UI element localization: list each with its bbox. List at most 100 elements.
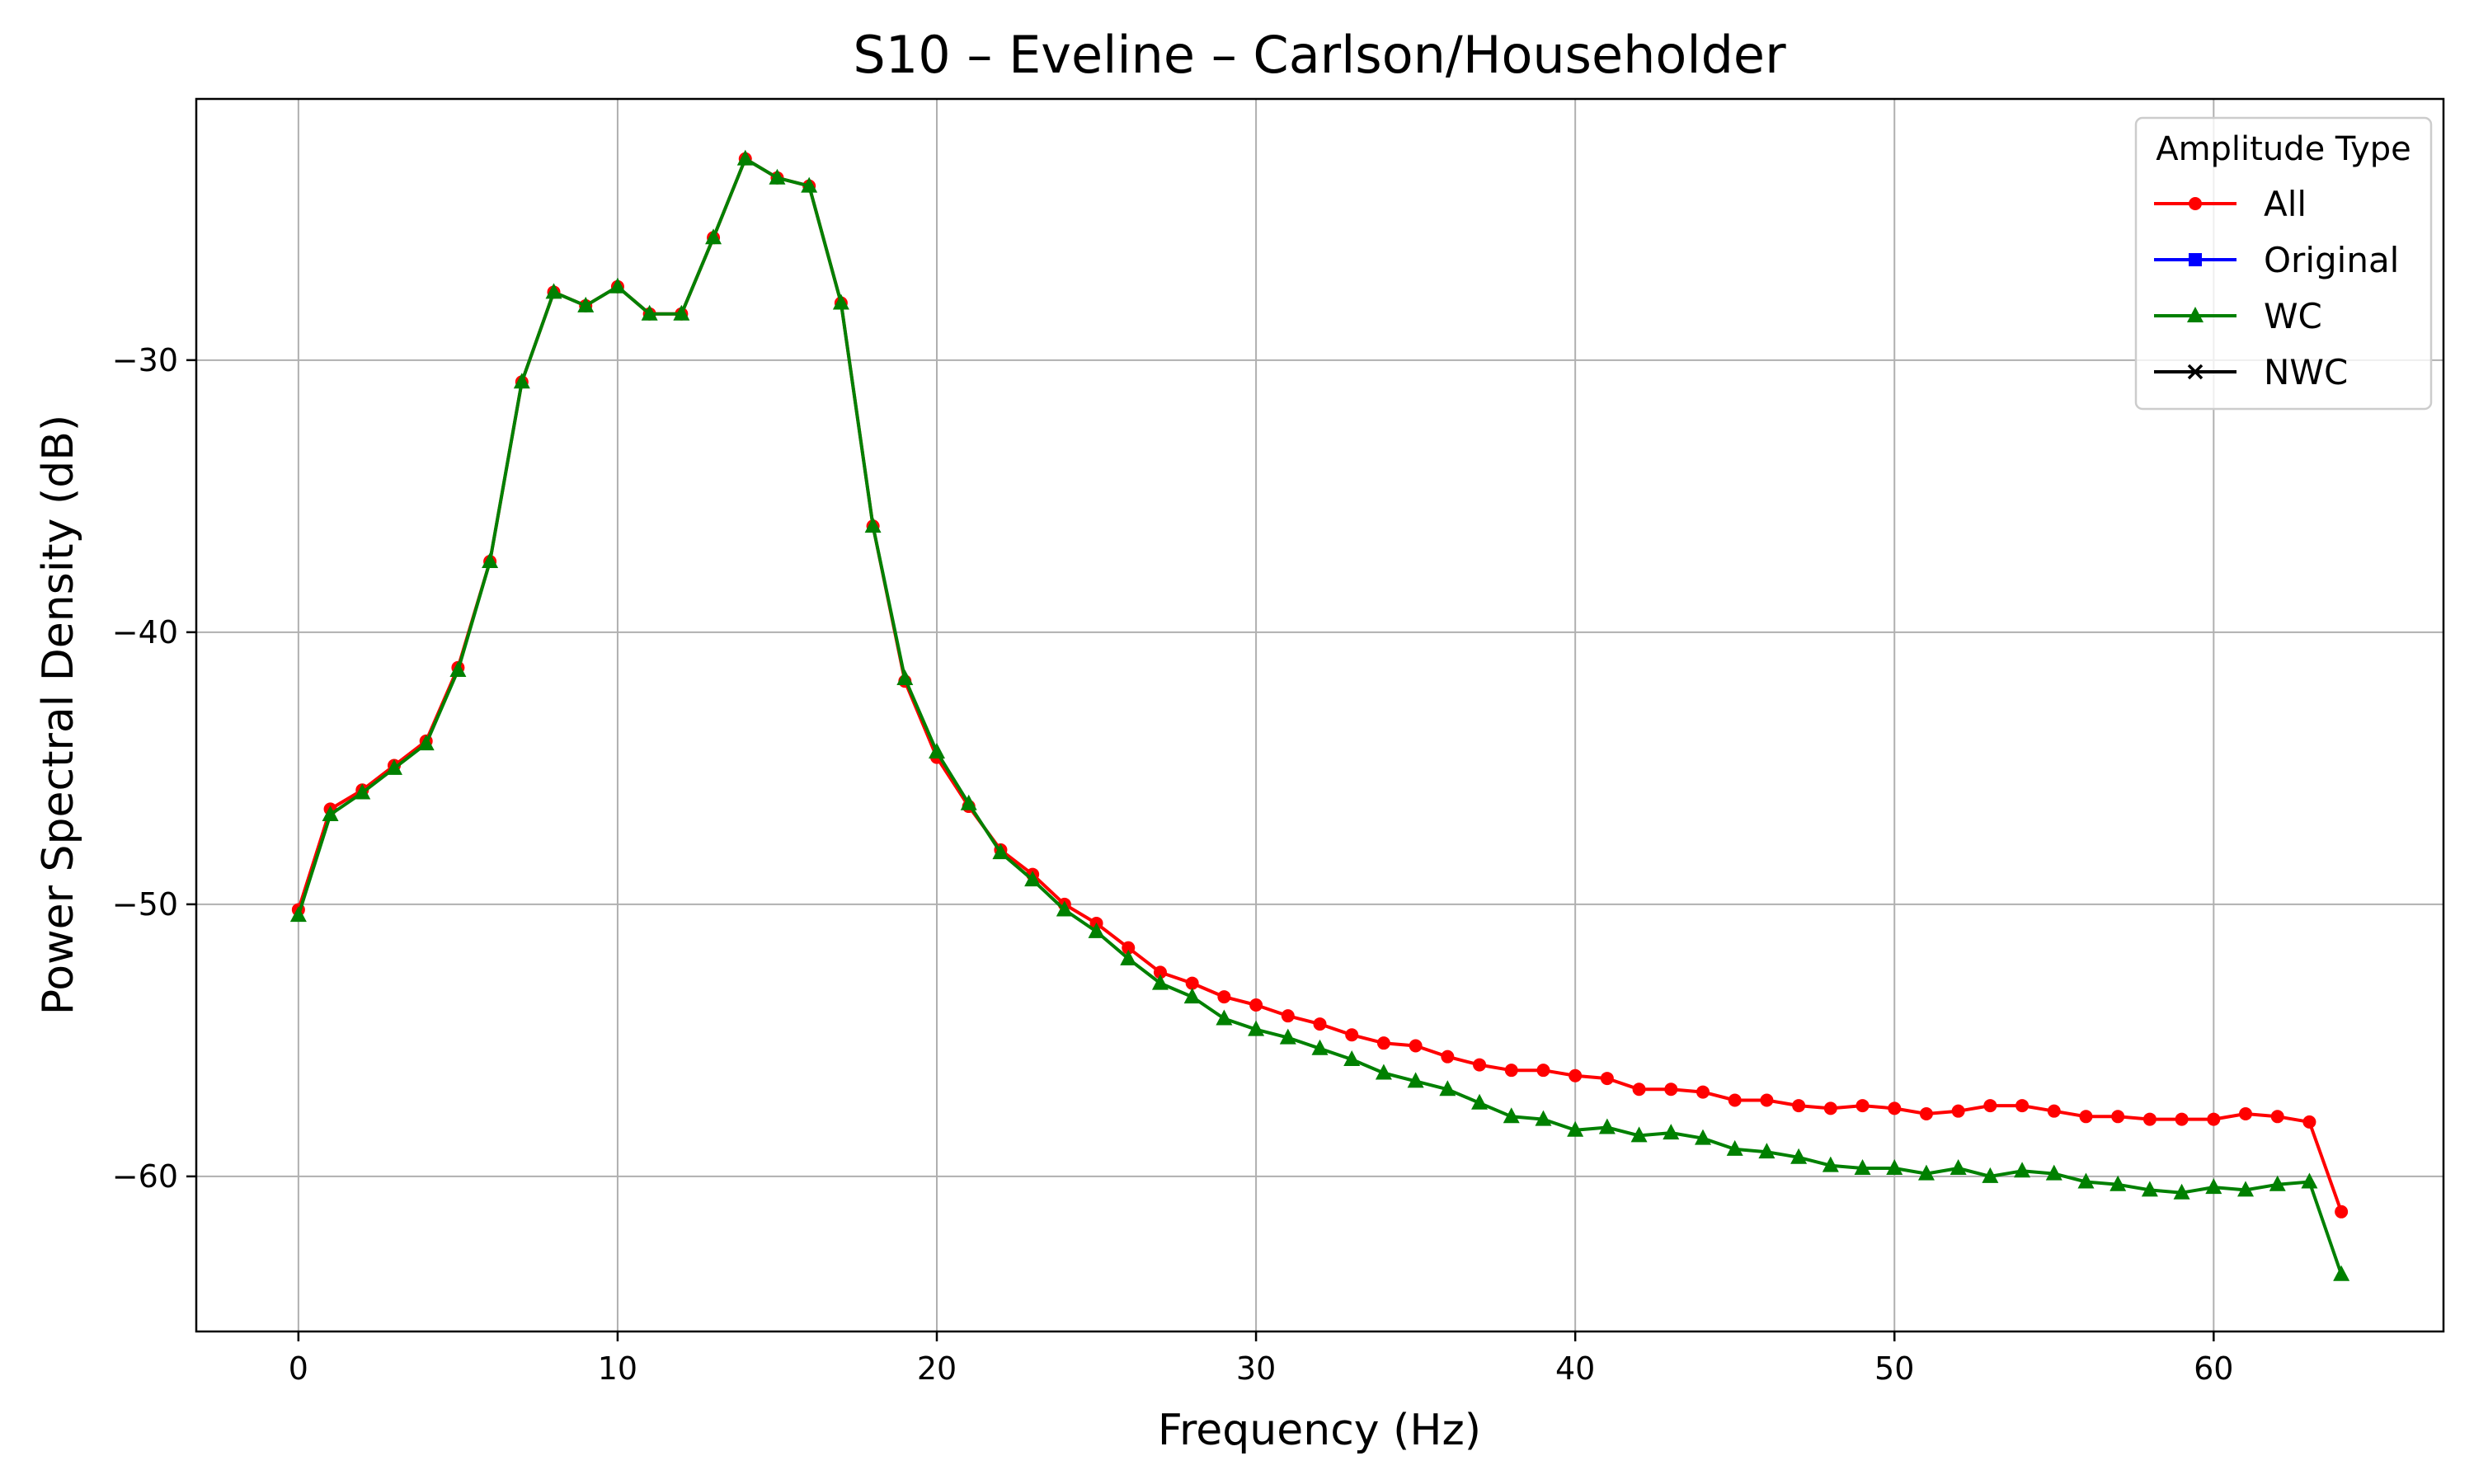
data-point-all bbox=[1569, 1068, 1583, 1082]
data-point-wc bbox=[1758, 1143, 1776, 1159]
data-point-wc bbox=[801, 176, 818, 193]
data-point-all bbox=[1823, 1101, 1837, 1115]
data-point-wc bbox=[992, 843, 1009, 860]
data-point-wc bbox=[1917, 1164, 1935, 1181]
data-point-wc bbox=[354, 783, 371, 800]
data-point-all bbox=[1122, 941, 1136, 955]
legend-label-nwc: NWC bbox=[2264, 352, 2348, 392]
data-point-wc bbox=[513, 373, 530, 389]
data-point-all bbox=[1632, 1082, 1646, 1097]
data-point-wc bbox=[1694, 1129, 1711, 1145]
data-point-wc bbox=[896, 669, 914, 685]
data-point-all bbox=[1504, 1064, 1518, 1078]
data-point-wc bbox=[1279, 1028, 1296, 1045]
data-point-wc bbox=[1056, 900, 1073, 917]
data-point-all bbox=[2142, 1112, 2157, 1126]
data-point-wc bbox=[1822, 1156, 1839, 1172]
data-point-all bbox=[2175, 1112, 2189, 1126]
legend-marker-wc bbox=[2187, 307, 2204, 322]
grid bbox=[196, 99, 2443, 1331]
legend-label-original: Original bbox=[2264, 240, 2399, 280]
y-tick-label: −40 bbox=[112, 614, 178, 650]
data-point-all bbox=[1313, 1017, 1327, 1031]
data-point-wc bbox=[322, 805, 339, 821]
data-point-all bbox=[2111, 1110, 2125, 1124]
data-point-all bbox=[1728, 1093, 1742, 1107]
data-point-all bbox=[1345, 1028, 1359, 1042]
data-point-wc bbox=[1088, 922, 1105, 938]
legend-label-all: All bbox=[2264, 184, 2307, 224]
x-tick-label: 10 bbox=[598, 1350, 637, 1387]
data-point-all bbox=[2239, 1106, 2253, 1120]
data-point-wc bbox=[1535, 1110, 1552, 1126]
data-point-wc bbox=[2141, 1181, 2158, 1197]
data-point-wc bbox=[864, 517, 882, 533]
x-tick-label: 50 bbox=[1874, 1350, 1914, 1387]
data-point-all bbox=[1664, 1082, 1678, 1097]
legend-box bbox=[2134, 116, 2433, 411]
data-point-all bbox=[1888, 1101, 1902, 1115]
data-point-wc bbox=[1886, 1158, 1903, 1175]
data-point-all bbox=[1217, 990, 1231, 1004]
y-tick-label: −50 bbox=[112, 886, 178, 923]
data-point-wc bbox=[1630, 1126, 1648, 1143]
data-point-wc bbox=[960, 794, 977, 810]
legend-marker-all bbox=[2189, 197, 2202, 210]
data-point-wc bbox=[482, 552, 499, 569]
data-point-wc bbox=[1982, 1167, 1999, 1183]
data-point-all bbox=[1600, 1072, 1614, 1086]
data-point-wc bbox=[705, 228, 722, 245]
data-point-wc bbox=[2269, 1175, 2286, 1191]
data-point-all bbox=[1185, 976, 1199, 990]
y-tick-label: −30 bbox=[112, 342, 178, 378]
data-point-wc bbox=[1950, 1158, 1967, 1175]
data-point-wc bbox=[1503, 1107, 1520, 1124]
data-point-wc bbox=[1248, 1020, 1265, 1036]
data-point-all bbox=[1376, 1036, 1390, 1050]
data-point-wc bbox=[1567, 1120, 1584, 1137]
data-point-wc bbox=[289, 906, 307, 923]
series-wc bbox=[289, 149, 2350, 1281]
data-point-wc bbox=[417, 735, 435, 751]
axis-ticks: 0 10 20 30 40 50 60 −30 −40 −50 −60 bbox=[112, 342, 2234, 1387]
data-point-wc bbox=[449, 661, 467, 678]
data-point-wc bbox=[1407, 1072, 1424, 1088]
data-point-all bbox=[1919, 1106, 1933, 1120]
data-point-wc bbox=[2045, 1164, 2062, 1181]
legend: Amplitude Type All Original WC NWC bbox=[2134, 116, 2433, 411]
data-point-wc bbox=[1151, 974, 1169, 990]
data-point-all bbox=[2302, 1115, 2316, 1129]
data-point-wc bbox=[545, 283, 562, 299]
data-point-all bbox=[1249, 998, 1263, 1012]
data-point-all bbox=[2207, 1112, 2221, 1126]
data-point-all bbox=[2335, 1205, 2349, 1219]
data-point-all bbox=[2015, 1099, 2030, 1113]
legend-entries: All Original WC NWC bbox=[2154, 184, 2399, 392]
data-point-wc bbox=[1375, 1064, 1392, 1080]
data-point-all bbox=[1536, 1064, 1550, 1078]
data-point-wc bbox=[832, 294, 849, 310]
data-point-wc bbox=[1216, 1009, 1233, 1026]
x-tick-label: 20 bbox=[917, 1350, 957, 1387]
data-point-all bbox=[1983, 1099, 1997, 1113]
data-point-wc bbox=[1471, 1093, 1489, 1110]
data-point-all bbox=[1473, 1058, 1487, 1072]
legend-marker-original bbox=[2189, 253, 2202, 266]
data-point-all bbox=[2270, 1110, 2284, 1124]
data-point-wc bbox=[1439, 1080, 1456, 1097]
plot-frame bbox=[195, 97, 2445, 1333]
x-tick-label: 60 bbox=[2194, 1350, 2233, 1387]
data-point-wc bbox=[673, 304, 690, 321]
x-tick-label: 0 bbox=[289, 1350, 308, 1387]
data-point-all bbox=[2047, 1104, 2061, 1118]
data-point-wc bbox=[1024, 871, 1042, 887]
data-point-wc bbox=[577, 296, 595, 312]
x-tick-label: 30 bbox=[1236, 1350, 1276, 1387]
data-point-wc bbox=[1663, 1124, 1680, 1140]
data-point-all bbox=[1441, 1050, 1455, 1064]
data-point-wc bbox=[641, 304, 658, 321]
data-point-wc bbox=[385, 758, 402, 775]
series-layer bbox=[289, 149, 2350, 1281]
legend-title: Amplitude Type bbox=[2156, 130, 2411, 168]
